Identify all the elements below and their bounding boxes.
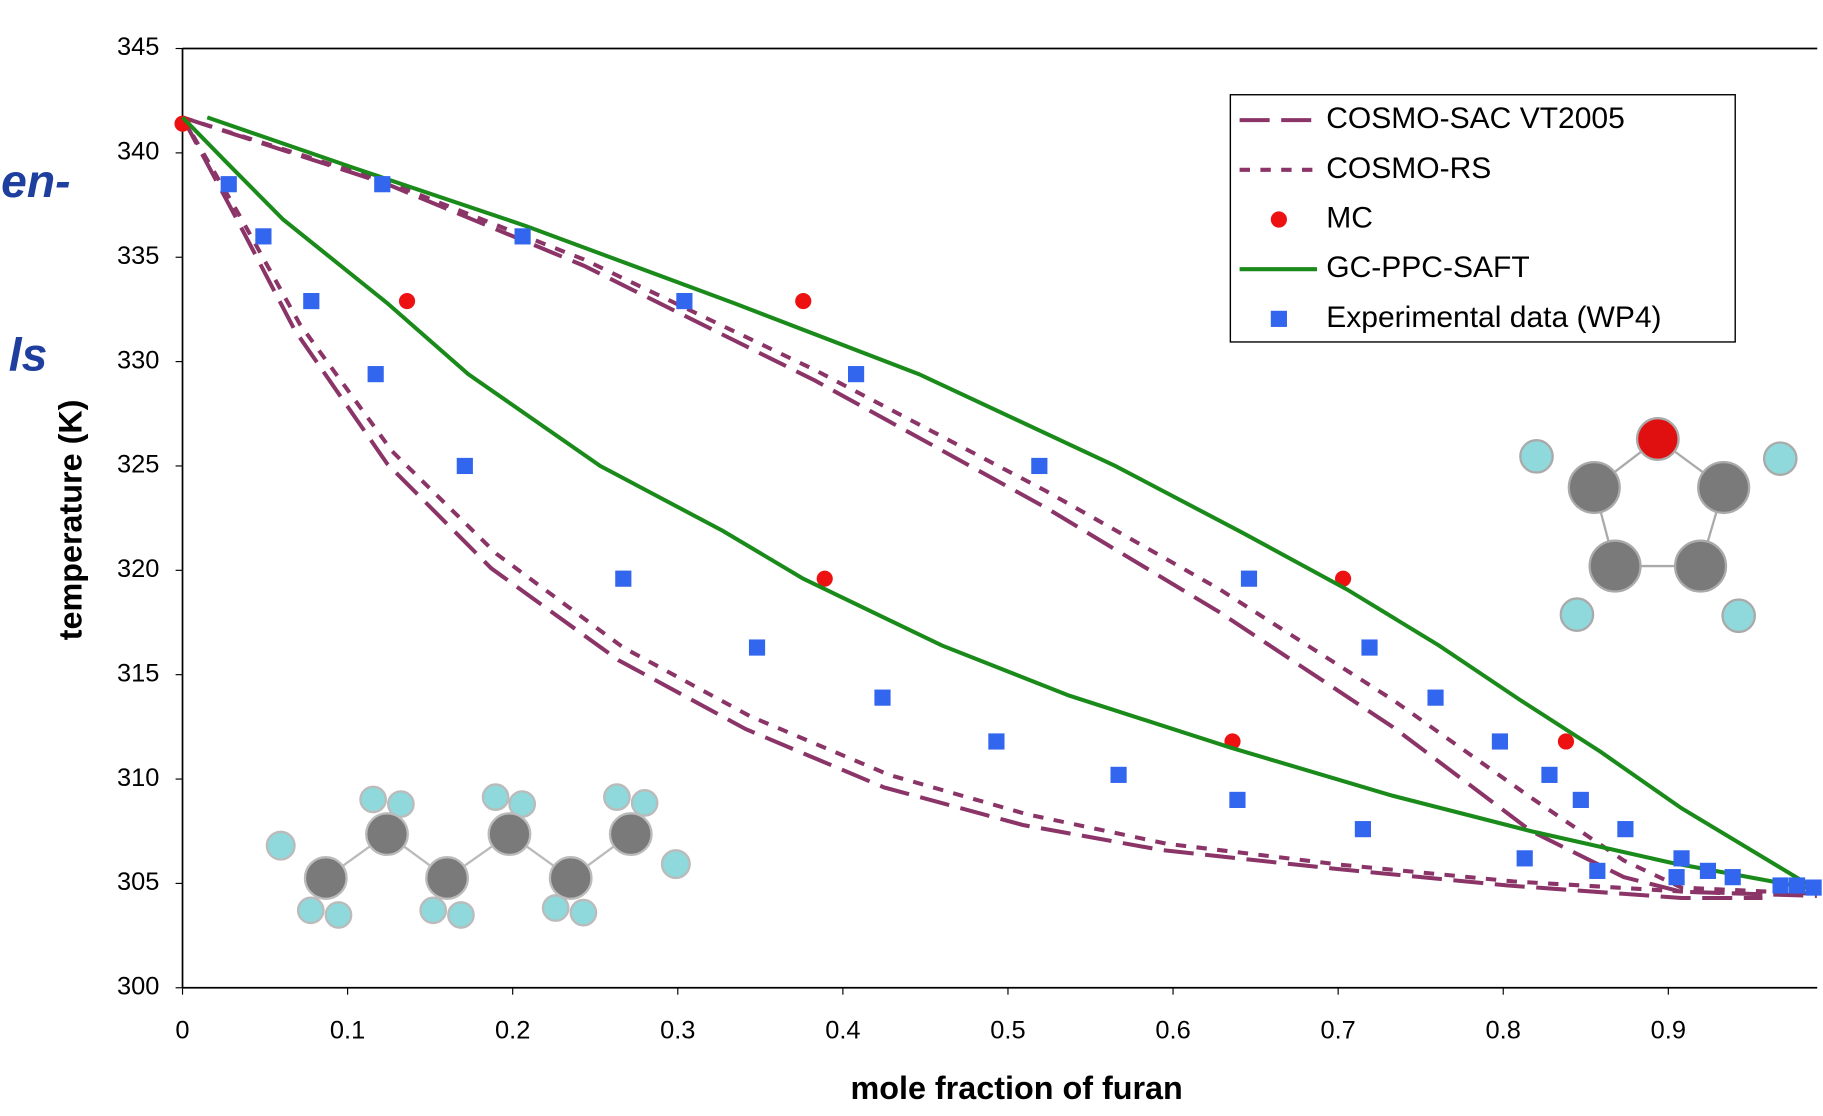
y-tick-label: 330: [117, 346, 159, 374]
y-tick-label: 325: [117, 451, 159, 479]
data-point: [615, 571, 631, 587]
data-point: [676, 293, 692, 309]
data-point: [1229, 792, 1245, 808]
data-point: [1241, 571, 1257, 587]
legend-label: Experimental data (WP4): [1326, 301, 1661, 334]
data-point: [374, 176, 390, 192]
chart: en- ls mole fraction of furan temperatur…: [0, 0, 1823, 1116]
x-tick-label: 0.1: [330, 1016, 365, 1044]
data-point: [1517, 850, 1533, 866]
data-point: [1725, 869, 1741, 885]
legend-marker: [1271, 311, 1287, 327]
data-point: [1700, 863, 1716, 879]
y-tick-label: 315: [117, 659, 159, 687]
data-point: [1673, 850, 1689, 866]
x-tick-label: 0.6: [1155, 1016, 1190, 1044]
data-point: [457, 458, 473, 474]
x-tick-label: 0: [175, 1016, 189, 1044]
data-point: [303, 293, 319, 309]
data-point: [515, 228, 531, 244]
data-point: [848, 366, 864, 382]
data-point: [1110, 767, 1126, 783]
hexane-molecule: [267, 784, 690, 927]
y-tick-label: 340: [117, 138, 159, 166]
data-point: [1617, 821, 1633, 837]
data-point: [368, 366, 384, 382]
x-tick-label: 0.2: [495, 1016, 530, 1044]
y-tick-label: 345: [117, 33, 159, 61]
legend-marker: [1271, 211, 1287, 227]
data-point: [1573, 792, 1589, 808]
data-point: [874, 690, 890, 706]
x-tick-label: 0.9: [1651, 1016, 1686, 1044]
y-axis-label: temperature (K): [52, 400, 88, 641]
legend-label: COSMO-SAC VT2005: [1326, 102, 1625, 135]
legend-label: COSMO-RS: [1326, 152, 1491, 185]
legend-label: GC-PPC-SAFT: [1326, 251, 1529, 284]
y-tick-label: 310: [117, 764, 159, 792]
x-tick-label: 0.4: [825, 1016, 860, 1044]
y-tick-label: 305: [117, 868, 159, 896]
x-tick-label: 0.3: [660, 1016, 695, 1044]
data-point: [1772, 877, 1788, 893]
data-point: [988, 733, 1004, 749]
y-tick-label: 335: [117, 242, 159, 270]
data-point: [1589, 863, 1605, 879]
x-axis-label: mole fraction of furan: [850, 1070, 1182, 1106]
data-point: [221, 176, 237, 192]
data-point: [1427, 690, 1443, 706]
data-point: [1541, 767, 1557, 783]
data-point: [749, 639, 765, 655]
annotation: ls: [9, 328, 48, 380]
data-point: [1492, 733, 1508, 749]
y-tick-label: 320: [117, 555, 159, 583]
x-tick-label: 0.5: [990, 1016, 1025, 1044]
data-point: [1361, 639, 1377, 655]
y-tick-label: 300: [117, 972, 159, 1000]
x-tick-label: 0.7: [1320, 1016, 1355, 1044]
data-point: [399, 293, 415, 309]
furan-molecule: [1520, 418, 1796, 632]
data-point: [1806, 879, 1822, 895]
annotation: en-: [1, 155, 70, 207]
data-point: [1355, 821, 1371, 837]
data-point: [1558, 733, 1574, 749]
data-point: [1668, 869, 1684, 885]
data-point: [1031, 458, 1047, 474]
data-point: [795, 293, 811, 309]
legend-label: MC: [1326, 201, 1373, 234]
data-point: [1789, 877, 1805, 893]
data-point: [255, 228, 271, 244]
x-tick-label: 0.8: [1486, 1016, 1521, 1044]
